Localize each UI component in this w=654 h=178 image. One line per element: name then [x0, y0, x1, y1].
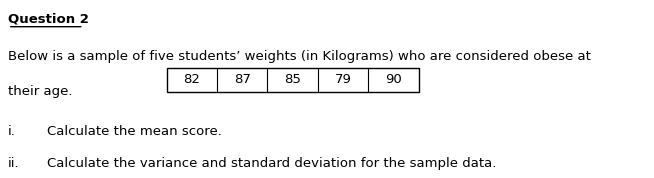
Bar	[167, 68, 419, 92]
Text: 79: 79	[335, 73, 351, 86]
Text: 90: 90	[385, 73, 402, 86]
Text: 82: 82	[184, 73, 200, 86]
Text: Calculate the mean score.: Calculate the mean score.	[47, 125, 222, 138]
Text: Below is a sample of five students’ weights (in Kilograms) who are considered ob: Below is a sample of five students’ weig…	[8, 50, 591, 63]
Text: ii.: ii.	[8, 157, 20, 170]
Text: Question 2: Question 2	[8, 12, 89, 25]
Text: 85: 85	[284, 73, 301, 86]
Text: 87: 87	[234, 73, 250, 86]
Text: their age.: their age.	[8, 85, 73, 98]
Text: i.: i.	[8, 125, 16, 138]
Text: Calculate the variance and standard deviation for the sample data.: Calculate the variance and standard devi…	[47, 157, 496, 170]
